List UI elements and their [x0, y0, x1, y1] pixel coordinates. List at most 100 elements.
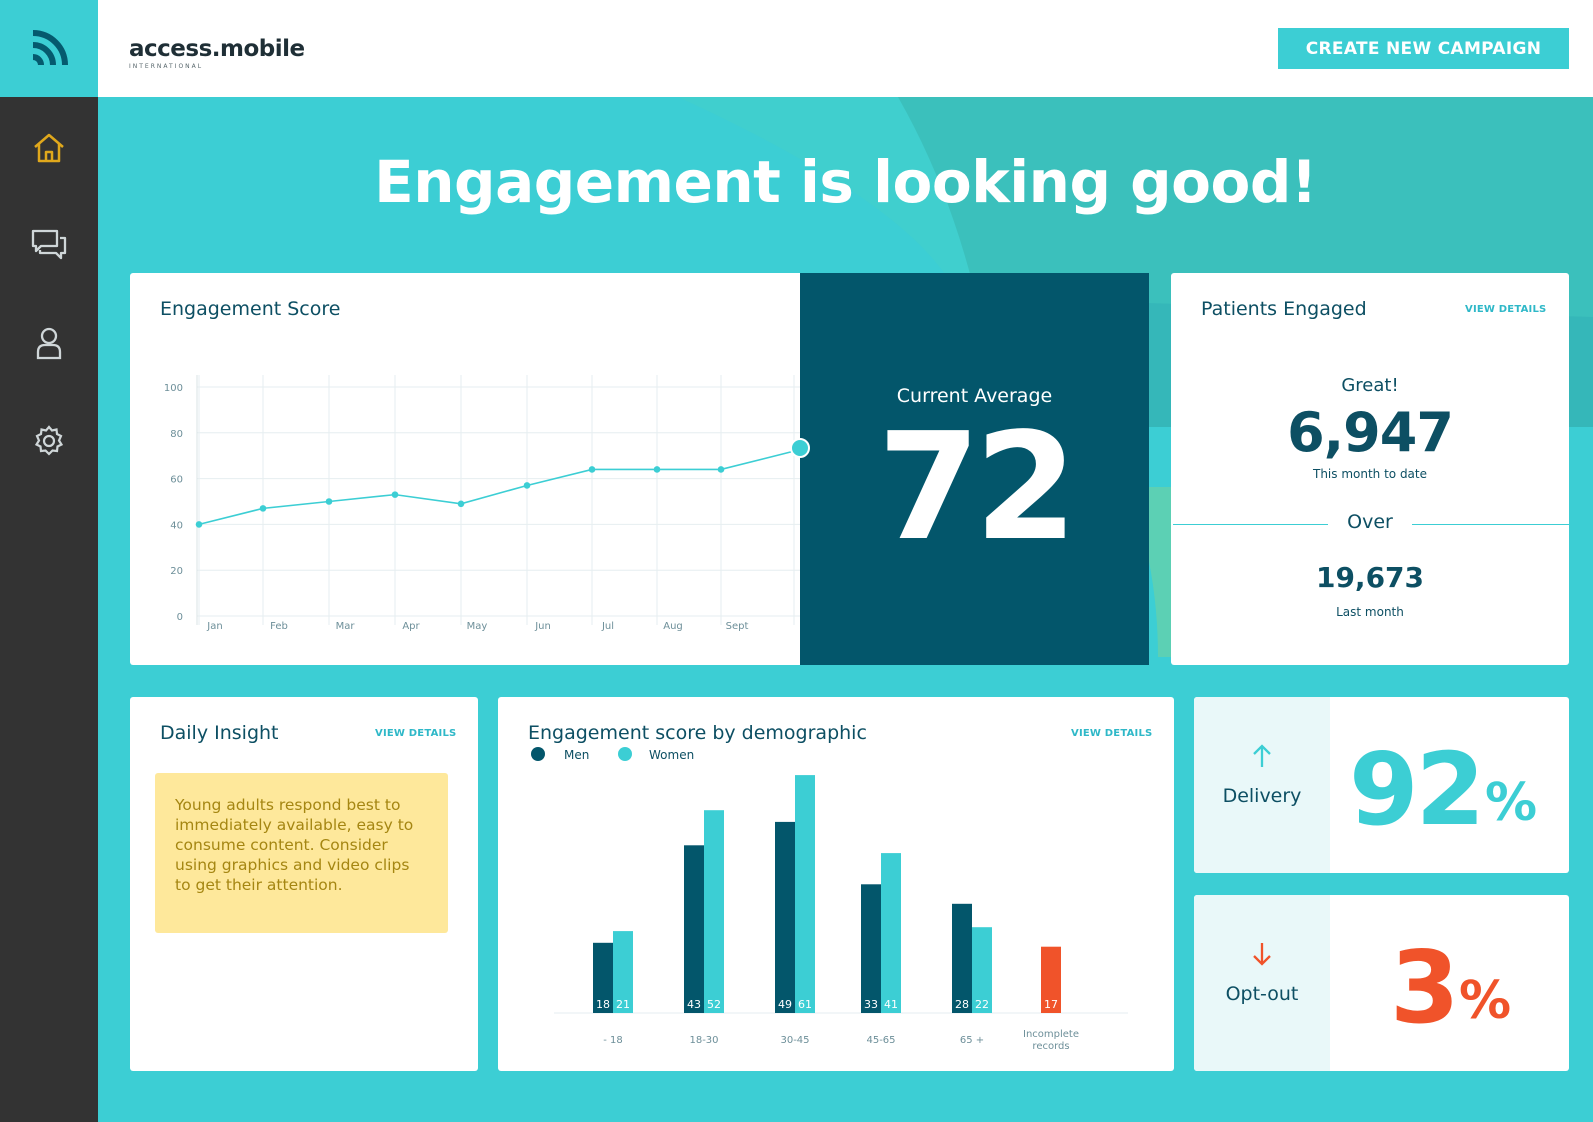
category-label: 45-65 — [866, 1035, 895, 1046]
bar — [795, 775, 815, 1013]
x-tick-label: Apr — [402, 621, 420, 632]
category-label: - 18 — [603, 1035, 623, 1046]
y-tick-label: 40 — [170, 520, 183, 531]
category-label: records — [1032, 1041, 1069, 1052]
logo[interactable] — [0, 0, 98, 97]
bar-value-label: 21 — [616, 998, 630, 1011]
category-label: 30-45 — [780, 1035, 809, 1046]
divider-left — [1173, 524, 1328, 525]
x-tick-label: Jan — [206, 621, 222, 632]
engagement-data-point — [457, 500, 465, 508]
category-label: 18-30 — [689, 1035, 718, 1046]
legend-men-label: Men — [564, 748, 589, 762]
bar-value-label: 43 — [687, 998, 701, 1011]
arrow-up-icon — [1253, 744, 1271, 767]
bar — [613, 931, 633, 1013]
sidebar-item-home[interactable] — [0, 118, 98, 178]
this-month-label: This month to date — [1312, 467, 1428, 481]
bar — [952, 903, 972, 1013]
optout-value: 3 — [1390, 929, 1460, 1046]
engagement-data-point — [391, 491, 399, 498]
legend-women-swatch — [618, 747, 632, 761]
patients-engaged-card: Patients Engaged VIEW DETAILS Great! 6,9… — [1171, 273, 1569, 665]
y-tick-label: 60 — [170, 475, 183, 486]
x-tick-label: Jul — [601, 621, 614, 632]
demographic-view-details-link[interactable]: VIEW DETAILS — [1071, 728, 1153, 739]
bar-value-label: 22 — [975, 998, 989, 1011]
arrow-down-icon — [1253, 943, 1271, 966]
gear-icon — [34, 425, 64, 456]
engagement-data-point — [653, 466, 661, 473]
delivery-label-panel: Delivery — [1194, 697, 1330, 873]
legend-men-swatch — [531, 747, 545, 761]
x-tick-label: Feb — [270, 621, 288, 632]
sidebar — [0, 97, 98, 1122]
brand: access.mobile INTERNATIONAL — [129, 36, 305, 70]
x-tick-label: Jun — [534, 621, 551, 632]
engagement-data-point — [325, 498, 333, 505]
bar-value-label: 17 — [1044, 998, 1058, 1011]
home-icon — [34, 133, 64, 163]
delivery-value: 92 — [1349, 731, 1485, 848]
create-campaign-button[interactable]: CREATE NEW CAMPAIGN — [1278, 28, 1569, 69]
engagement-data-point — [523, 482, 531, 489]
optout-unit: % — [1459, 971, 1512, 1031]
current-average-value: 72 — [877, 401, 1078, 573]
chat-icon — [31, 229, 67, 260]
sidebar-item-messages[interactable] — [0, 215, 98, 275]
y-tick-label: 20 — [170, 566, 183, 577]
delivery-unit: % — [1485, 773, 1538, 833]
line-chart-end-point — [790, 438, 810, 458]
bar — [775, 821, 795, 1013]
demographic-card: Engagement score by demographic VIEW DET… — [498, 697, 1174, 1071]
engagement-data-point — [195, 521, 203, 528]
daily-insight-title: Daily Insight — [160, 722, 279, 744]
insight-view-details-link[interactable]: VIEW DETAILS — [375, 728, 457, 739]
optout-card: Opt-out 3 % — [1194, 895, 1569, 1071]
category-label: 65 + — [960, 1035, 984, 1046]
last-month-label: Last month — [1336, 605, 1404, 619]
engagement-score-title: Engagement Score — [160, 298, 341, 320]
y-tick-label: 0 — [177, 612, 183, 623]
last-month-value: 19,673 — [1315, 561, 1425, 594]
optout-label: Opt-out — [1225, 983, 1299, 1005]
great-label: Great! — [1341, 375, 1399, 396]
delivery-card: Delivery 92 % — [1194, 697, 1569, 873]
over-label: Over — [1347, 511, 1393, 533]
engagement-series-line — [198, 450, 795, 526]
bar — [881, 853, 901, 1013]
brand-subtitle: INTERNATIONAL — [129, 63, 204, 70]
x-tick-label: Aug — [663, 621, 683, 632]
category-label: Incomplete — [1023, 1029, 1079, 1040]
top-bar: access.mobile INTERNATIONAL CREATE NEW C… — [0, 0, 1593, 97]
demographic-title: Engagement score by demographic — [528, 722, 867, 744]
engagement-data-point — [259, 505, 267, 512]
divider-right — [1412, 524, 1569, 525]
bar-value-label: 49 — [778, 998, 792, 1011]
engagement-line-chart: 100 80 60 40 20 0 Jan Feb Mar Apr May Jun Jul Aug Sept — [164, 375, 800, 632]
x-tick-label: May — [467, 621, 488, 632]
bar — [684, 845, 704, 1013]
y-tick-label: 100 — [164, 383, 183, 394]
bar-value-label: 33 — [864, 998, 878, 1011]
sidebar-item-settings[interactable] — [0, 411, 98, 471]
bar-value-label: 41 — [884, 998, 898, 1011]
insight-note: Young adults respond best to immediately… — [155, 773, 448, 933]
hero-title: Engagement is looking good! — [374, 148, 1317, 216]
user-icon — [36, 327, 62, 360]
patients-view-details-link[interactable]: VIEW DETAILS — [1465, 304, 1547, 315]
bar-value-label: 52 — [707, 998, 721, 1011]
bar-value-label: 18 — [596, 998, 610, 1011]
bar — [704, 810, 724, 1013]
delivery-label: Delivery — [1222, 785, 1302, 807]
bar-value-label: 61 — [798, 998, 812, 1011]
engagement-data-point — [717, 466, 725, 473]
demographic-bar-chart: Men Women 18 21 - 18 43 52 18-30 49 61 30-45 33 41 45… — [531, 747, 1128, 1052]
bar — [593, 942, 613, 1013]
bar — [861, 884, 881, 1013]
current-average-label: Current Average — [896, 385, 1053, 407]
bar — [1041, 946, 1061, 1013]
engagement-data-point — [588, 466, 596, 473]
sidebar-item-profile[interactable] — [0, 313, 98, 373]
patients-engaged-title: Patients Engaged — [1201, 298, 1367, 320]
